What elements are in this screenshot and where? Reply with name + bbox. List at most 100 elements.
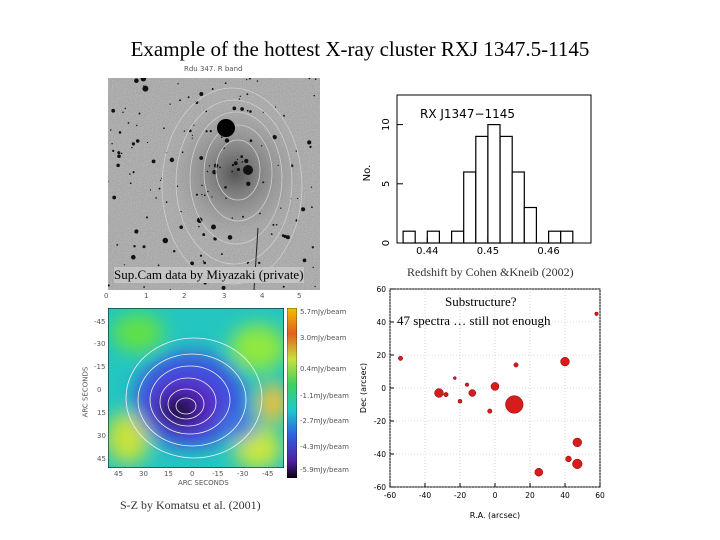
star (232, 106, 237, 111)
star (179, 225, 183, 229)
bright-star (217, 119, 235, 137)
scatter-y-tick-label: -40 (374, 450, 386, 459)
scatter-y-ticks: 60 40 20 0 -20 -40 -60 (374, 285, 394, 492)
substructure-caption-line2: 47 spectra … still not enough (397, 313, 551, 328)
optical-caption: Sup.Cam data by Miyazaki (private) (114, 267, 304, 283)
star (301, 207, 306, 212)
substructure-scatter: 60 40 20 0 -20 -40 -60 -60 -40 -20 0 20 40 60 R.A. (… (359, 285, 605, 520)
star (261, 145, 263, 147)
star (224, 138, 230, 143)
star (138, 112, 141, 115)
star (208, 165, 210, 167)
star (275, 224, 278, 226)
star (191, 134, 194, 137)
sz-xlabel: ARC SECONDS (178, 479, 229, 487)
star (236, 167, 241, 172)
sz-ylabel: ARC SECONDS (81, 366, 90, 418)
xray-contours (161, 87, 303, 285)
histogram-bar (402, 230, 416, 244)
star (311, 206, 313, 208)
sz-bottom-tick: -15 (212, 470, 224, 478)
sz-colorbar (287, 308, 297, 478)
star (242, 215, 244, 218)
redshift-histogram-panel: RX J1347−1145 0 5 10 0.44 0.45 0.46 No. Reds… (355, 88, 605, 279)
star (203, 261, 207, 265)
star (282, 285, 285, 288)
star (142, 85, 149, 92)
star (116, 163, 120, 168)
star (169, 103, 171, 105)
star (180, 210, 182, 213)
histogram-bar (426, 230, 441, 244)
star (163, 127, 165, 130)
histogram-bar (560, 230, 574, 244)
substructure-panel: 60 40 20 0 -20 -40 -60 -60 -40 -20 0 20 40 60 R.A. (… (352, 282, 614, 522)
star (277, 164, 279, 167)
star (112, 149, 115, 153)
histogram-x-tick-label: 0.46 (537, 246, 559, 254)
sz-colorbar-label: 0.4mJy/beam (300, 365, 347, 373)
histogram-y-tick-label: 0 (381, 240, 392, 246)
redshift-histogram: RX J1347−1145 0 5 10 0.44 0.45 0.46 No. (362, 94, 592, 254)
star (108, 180, 109, 182)
histogram-bar (463, 171, 477, 244)
scatter-x-ticks: -60 -40 -20 0 20 40 60 (384, 483, 605, 500)
star (220, 253, 223, 256)
star (140, 78, 147, 82)
cluster-glow (108, 78, 320, 290)
scatter-x-tick-label: 60 (595, 491, 605, 500)
star (211, 196, 213, 198)
optical-panel: Rdu 347. R band Sup.Cam data (86, 62, 330, 292)
scatter-x-tick-label: -60 (384, 491, 396, 500)
star (199, 254, 203, 257)
scatter-point (453, 376, 457, 380)
sz-bottom-tick: -45 (262, 470, 274, 478)
star (314, 285, 316, 288)
scatter-points (398, 311, 599, 477)
scatter-y-tick-label: -20 (374, 417, 386, 426)
star (238, 98, 241, 100)
star (158, 187, 161, 190)
scatter-point (490, 382, 500, 391)
star (188, 129, 192, 133)
star (211, 224, 216, 230)
star (221, 285, 226, 290)
star (111, 143, 113, 145)
star (157, 264, 160, 267)
star (227, 235, 233, 240)
star (201, 184, 203, 187)
star (203, 194, 206, 197)
scatter-point (457, 398, 463, 404)
scatter-point (398, 355, 403, 361)
sz-colorbar-label: 3.0mJy/beam (300, 334, 347, 342)
star (145, 216, 149, 219)
histogram-bar (450, 230, 465, 244)
sz-left-tick: 0 (97, 386, 102, 394)
star (131, 146, 133, 149)
star (118, 131, 122, 134)
histogram-y-ticks: 0 5 10 (381, 118, 403, 246)
star (169, 157, 175, 163)
star (233, 161, 238, 166)
scatter-point (572, 458, 583, 469)
star (202, 260, 205, 262)
sz-bottom-tick: 15 (164, 470, 173, 478)
scatter-point (464, 382, 470, 387)
star (131, 254, 136, 260)
star (179, 99, 182, 102)
histogram-bars (402, 123, 574, 244)
star (162, 237, 169, 244)
scatter-x-tick-label: 0 (493, 491, 498, 500)
cluster-center (243, 165, 253, 175)
star (211, 88, 214, 90)
star (108, 284, 110, 287)
scatter-point (560, 356, 570, 367)
star (310, 186, 313, 188)
sz-left-tick: 45 (97, 455, 106, 463)
scatter-point (468, 389, 477, 397)
scatter-y-tick-label: -60 (374, 483, 386, 492)
scatter-x-tick-label: 40 (560, 491, 570, 500)
scatter-point (534, 467, 544, 477)
sz-top-tick: 0 (104, 292, 109, 300)
sz-bottom-tick: 30 (139, 470, 148, 478)
